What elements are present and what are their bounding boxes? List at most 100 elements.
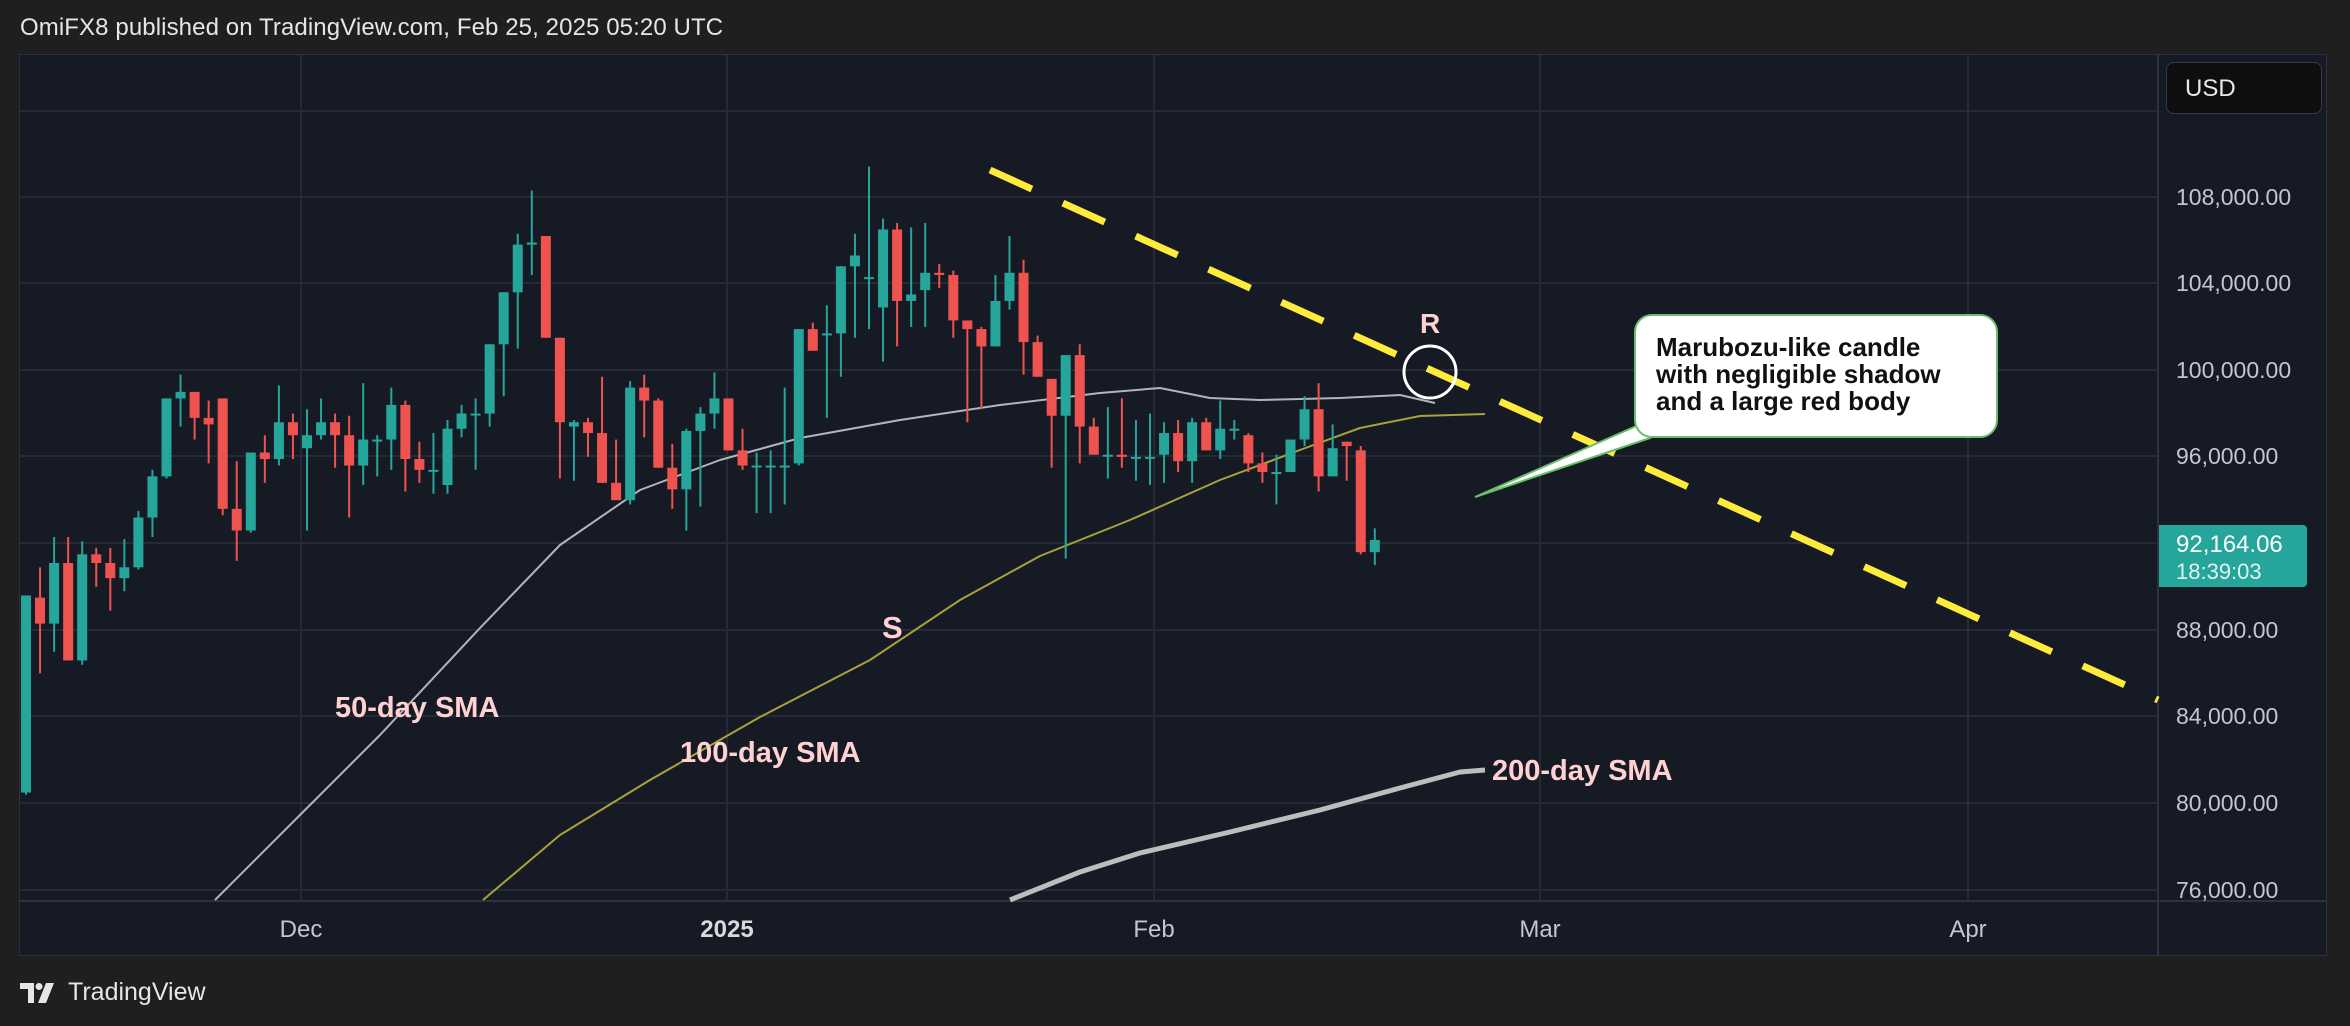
candle[interactable] xyxy=(1201,417,1212,451)
candle[interactable] xyxy=(484,344,495,427)
candle[interactable] xyxy=(1173,420,1184,473)
candle[interactable] xyxy=(779,387,790,505)
candle[interactable] xyxy=(962,320,973,423)
candle[interactable] xyxy=(470,398,481,470)
candle[interactable] xyxy=(414,441,425,483)
candle[interactable] xyxy=(456,404,467,438)
candle[interactable] xyxy=(1004,235,1015,310)
candle[interactable] xyxy=(906,227,917,327)
candle[interactable] xyxy=(597,376,608,483)
candle[interactable] xyxy=(807,322,818,351)
candle[interactable] xyxy=(217,398,228,516)
candle[interactable] xyxy=(1130,420,1141,481)
candle[interactable] xyxy=(105,547,116,611)
candle[interactable] xyxy=(990,274,1001,347)
candle[interactable] xyxy=(1046,378,1057,468)
200-day-sma-line[interactable] xyxy=(1009,767,1486,903)
candle[interactable] xyxy=(554,337,565,479)
candle[interactable] xyxy=(653,398,664,468)
candle[interactable] xyxy=(400,400,411,492)
candle[interactable] xyxy=(751,452,762,514)
candle[interactable] xyxy=(765,450,776,514)
candle[interactable] xyxy=(723,398,734,451)
candle[interactable] xyxy=(302,409,312,531)
candle[interactable] xyxy=(245,452,256,533)
candle[interactable] xyxy=(639,374,650,438)
candle[interactable] xyxy=(512,233,523,349)
candle[interactable] xyxy=(1032,335,1043,377)
candle[interactable] xyxy=(849,233,860,338)
candle[interactable] xyxy=(273,385,284,466)
candle[interactable] xyxy=(1088,417,1099,455)
candle[interactable] xyxy=(498,292,509,397)
candle[interactable] xyxy=(1102,407,1113,479)
candle[interactable] xyxy=(344,415,355,518)
candle[interactable] xyxy=(428,433,439,494)
candle[interactable] xyxy=(161,398,172,479)
candle[interactable] xyxy=(119,539,130,592)
candle[interactable] xyxy=(526,190,537,275)
candle[interactable] xyxy=(625,381,636,505)
candle[interactable] xyxy=(568,420,579,481)
candle[interactable] xyxy=(316,398,327,440)
candle[interactable] xyxy=(864,166,874,330)
candle[interactable] xyxy=(1187,417,1198,483)
candle[interactable] xyxy=(1116,398,1127,468)
candle[interactable] xyxy=(1271,454,1282,505)
candle[interactable] xyxy=(737,428,748,470)
100-day-sma-line[interactable] xyxy=(482,413,1486,901)
candle[interactable] xyxy=(147,469,158,537)
candle[interactable] xyxy=(667,443,678,509)
candle[interactable] xyxy=(1159,422,1170,483)
candle[interactable] xyxy=(1018,259,1029,375)
candle[interactable] xyxy=(189,391,200,440)
candle[interactable] xyxy=(133,511,144,570)
candle[interactable] xyxy=(1145,413,1155,486)
candle[interactable] xyxy=(1215,400,1226,460)
candle[interactable] xyxy=(793,329,804,466)
candle[interactable] xyxy=(203,400,214,464)
candle[interactable] xyxy=(21,595,31,795)
candle[interactable] xyxy=(976,326,987,410)
candle[interactable] xyxy=(287,413,298,460)
candle[interactable] xyxy=(1369,528,1380,566)
candle[interactable] xyxy=(934,264,945,288)
candle[interactable] xyxy=(1285,439,1296,473)
candle[interactable] xyxy=(709,372,720,429)
candle[interactable] xyxy=(1299,396,1310,447)
tradingview-brand[interactable]: TradingView xyxy=(20,978,206,1007)
candle[interactable] xyxy=(259,435,270,483)
candle[interactable] xyxy=(1341,441,1352,481)
candle[interactable] xyxy=(1243,433,1254,473)
candle[interactable] xyxy=(386,387,397,470)
candle[interactable] xyxy=(91,547,102,587)
candle[interactable] xyxy=(358,383,369,486)
candle[interactable] xyxy=(611,439,622,501)
candle[interactable] xyxy=(1060,355,1071,559)
50-day-sma-line[interactable] xyxy=(214,387,1436,901)
candle[interactable] xyxy=(372,435,383,477)
candle[interactable] xyxy=(35,567,46,674)
candle[interactable] xyxy=(1355,446,1366,555)
candle[interactable] xyxy=(878,218,889,362)
candle[interactable] xyxy=(175,374,186,427)
candle[interactable] xyxy=(442,420,453,494)
currency-button[interactable]: USD xyxy=(2166,62,2322,114)
candle[interactable] xyxy=(49,536,60,652)
candle[interactable] xyxy=(583,417,593,457)
candle[interactable] xyxy=(231,461,242,561)
candle[interactable] xyxy=(892,222,903,347)
candle[interactable] xyxy=(1257,452,1268,483)
candle[interactable] xyxy=(1074,344,1085,464)
candle[interactable] xyxy=(1313,383,1324,492)
candle[interactable] xyxy=(63,536,74,661)
candle[interactable] xyxy=(681,428,692,531)
candle[interactable] xyxy=(835,266,846,377)
candle[interactable] xyxy=(77,541,88,665)
candle[interactable] xyxy=(821,305,832,418)
candle[interactable] xyxy=(540,235,551,338)
trendline[interactable] xyxy=(988,166,2160,704)
candle[interactable] xyxy=(1327,424,1338,477)
candle[interactable] xyxy=(1229,420,1240,440)
